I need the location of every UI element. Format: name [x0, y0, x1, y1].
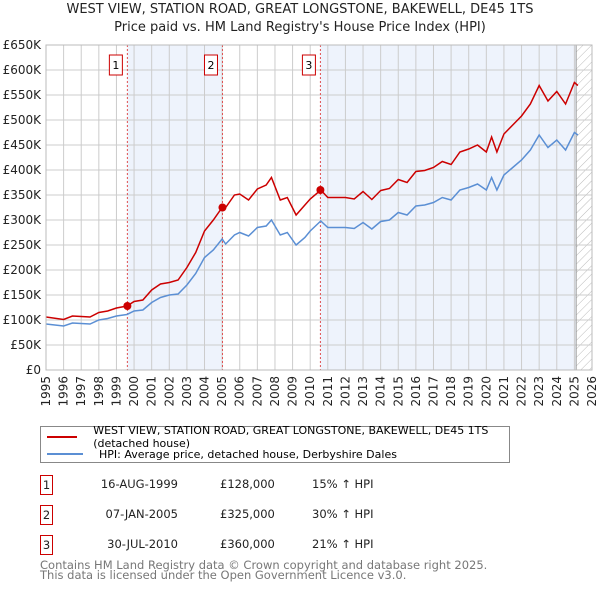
x-tick-label: 1997	[74, 376, 88, 407]
y-tick-label: £200K	[3, 263, 43, 277]
x-tick-label: 2020	[479, 376, 493, 407]
y-tick-label: £350K	[3, 188, 43, 202]
y-tick-label: £500K	[3, 113, 43, 127]
hpi-line	[45, 131, 579, 327]
chart-subtitle: Price paid vs. HM Land Registry's House …	[114, 20, 486, 35]
x-tick-label: 2026	[585, 376, 599, 407]
sale-price: £128,000	[220, 477, 275, 491]
y-tick-label: £100K	[3, 313, 43, 327]
sale-number: 1	[40, 475, 53, 495]
x-tick-label: 2010	[303, 376, 317, 407]
x-tick-label: 2024	[550, 376, 564, 407]
y-tick-label: £650K	[3, 38, 43, 52]
sale-marker-box	[203, 54, 218, 76]
legend-item-hpi: HPI: Average price, detached house, Derb…	[47, 446, 397, 462]
x-tick-label: 2001	[145, 376, 159, 407]
shade-region	[127, 45, 223, 370]
sale-number: 3	[40, 535, 53, 555]
sale-marker-box	[108, 54, 123, 76]
sale-date: 07-JAN-2005	[105, 507, 179, 521]
sale-price: £325,000	[220, 507, 275, 521]
y-tick-label: £150K	[3, 288, 43, 302]
x-tick-label: 2002	[162, 376, 176, 407]
x-tick-label: 2014	[374, 376, 388, 407]
plot-area: £0 £50K £100K £150K £200K £250K £300K £350K £400…	[3, 38, 599, 407]
x-tick-label: 2007	[250, 376, 264, 407]
y-tick-label: £0	[26, 363, 41, 377]
x-tick-label: 1999	[109, 376, 123, 407]
legend-blue-line	[47, 453, 83, 455]
x-tick-label: 2019	[462, 376, 476, 407]
sale-point	[123, 302, 132, 310]
x-tick-label: 2009	[286, 376, 300, 407]
x-tick-label: 1998	[92, 376, 106, 407]
sale-marker-label: 1	[112, 59, 119, 72]
shade-region	[320, 45, 577, 370]
legend: WEST VIEW, STATION ROAD, GREAT LONGSTONE…	[40, 424, 510, 463]
y-tick-label: £300K	[3, 213, 43, 227]
property-price-line	[45, 81, 579, 321]
chart-title: WEST VIEW, STATION ROAD, GREAT LONGSTONE…	[66, 2, 534, 17]
legend-red-line	[47, 436, 78, 438]
x-tick-label: 2013	[356, 376, 370, 407]
sale-date: 30-JUL-2010	[107, 537, 178, 551]
x-tick-label: 2021	[497, 376, 511, 407]
x-tick-label: 2003	[180, 376, 194, 407]
footer: Contains HM Land Registry data © Crown c…	[40, 558, 488, 582]
legend-label: WEST VIEW, STATION ROAD, GREAT LONGSTONE…	[93, 424, 489, 450]
y-tick-label: £50K	[10, 338, 42, 352]
x-tick-label: 2008	[268, 376, 282, 407]
sale-marker-label: 3	[305, 59, 312, 72]
sale-point	[316, 186, 325, 194]
sale-point	[218, 203, 227, 212]
x-tick-label: 2023	[532, 376, 546, 407]
forecast-hatch	[576, 45, 592, 370]
x-tick-label: 2018	[444, 376, 458, 407]
sale-hpi-diff: 30% ↑ HPI	[312, 507, 374, 521]
sale-hpi-diff: 15% ↑ HPI	[312, 477, 374, 491]
x-tick-label: 2006	[233, 376, 247, 407]
y-tick-label: £400K	[3, 163, 43, 177]
sale-price: £360,000	[220, 537, 275, 551]
x-tick-label: 2000	[127, 376, 141, 407]
y-tick-label: £550K	[3, 88, 43, 102]
x-tick-label: 2022	[515, 376, 529, 407]
x-tick-label: 2025	[567, 376, 581, 407]
x-tick-label: 2005	[215, 376, 229, 407]
x-tick-label: 1996	[57, 376, 71, 407]
sale-marker-box	[301, 54, 316, 76]
sale-marker-label: 2	[207, 59, 214, 72]
x-tick-label: 2015	[391, 376, 405, 407]
y-tick-label: £250K	[3, 238, 43, 252]
footer-line2: This data is licensed under the Open Gov…	[40, 568, 407, 582]
legend-item-property: WEST VIEW, STATION ROAD, GREAT LONGSTONE…	[47, 424, 509, 450]
legend-label: HPI: Average price, detached house, Derb…	[99, 447, 397, 461]
sale-hpi-diff: 21% ↑ HPI	[312, 537, 374, 551]
y-tick-label: £600K	[3, 63, 43, 77]
sale-date: 16-AUG-1999	[100, 477, 178, 491]
x-tick-label: 2011	[321, 376, 335, 407]
footer-line1: Contains HM Land Registry data © Crown c…	[40, 558, 488, 572]
y-tick-label: £450K	[3, 138, 43, 152]
plot-border	[45, 44, 593, 371]
x-tick-label: 2004	[198, 376, 212, 407]
x-tick-label: 2016	[409, 376, 423, 407]
sale-number: 2	[40, 505, 53, 525]
x-tick-label: 2012	[338, 376, 352, 407]
x-tick-label: 1995	[39, 376, 53, 407]
x-tick-label: 2017	[426, 376, 440, 407]
